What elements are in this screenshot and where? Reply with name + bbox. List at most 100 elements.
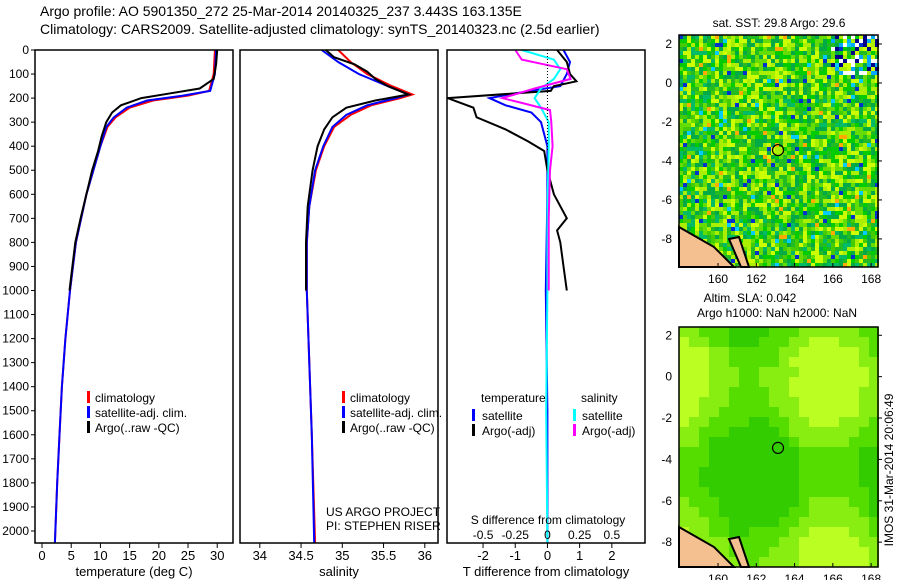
map-cell xyxy=(689,367,699,377)
map-cell xyxy=(731,51,735,55)
map-cell xyxy=(691,131,695,135)
map-cell xyxy=(759,407,769,417)
map-cell xyxy=(711,135,715,139)
map-cell xyxy=(827,143,831,147)
map-cell xyxy=(791,127,795,131)
map-cell xyxy=(755,111,759,115)
map-cell xyxy=(871,123,875,127)
map-cell xyxy=(787,235,791,239)
map-cell xyxy=(779,123,783,127)
map-cell xyxy=(859,119,863,123)
map-cell xyxy=(703,111,707,115)
map-cell xyxy=(815,67,819,71)
map-cell xyxy=(859,63,863,67)
map-cell xyxy=(791,223,795,227)
map-cell xyxy=(829,347,839,357)
map-cell xyxy=(851,135,855,139)
map-cell xyxy=(771,59,775,63)
map-cell xyxy=(859,357,869,367)
map-cell xyxy=(829,477,839,487)
map-cell xyxy=(707,147,711,151)
map-cell xyxy=(711,219,715,223)
map-cell xyxy=(751,175,755,179)
map-cell xyxy=(719,131,723,135)
map-cell xyxy=(789,467,799,477)
map-cell xyxy=(759,211,763,215)
map-cell xyxy=(747,87,751,91)
map-cell xyxy=(719,207,723,211)
map-cell xyxy=(859,71,863,75)
map-cell xyxy=(815,147,819,151)
map-cell xyxy=(791,171,795,175)
map-cell xyxy=(763,223,767,227)
map-cell xyxy=(839,55,843,59)
map-cell xyxy=(819,159,823,163)
map-cell xyxy=(767,143,771,147)
map-cell xyxy=(699,195,703,199)
map-cell xyxy=(771,247,775,251)
map-cell xyxy=(835,175,839,179)
map-cell xyxy=(775,167,779,171)
map-cell xyxy=(847,187,851,191)
map-cell xyxy=(851,159,855,163)
map-cell xyxy=(855,143,859,147)
map-cell xyxy=(683,191,687,195)
map-cell xyxy=(771,175,775,179)
map-cell xyxy=(683,223,687,227)
map-cell xyxy=(691,183,695,187)
map-cell xyxy=(795,87,799,91)
map-cell xyxy=(707,155,711,159)
map-cell xyxy=(767,243,771,247)
map-cell xyxy=(799,557,809,567)
map-cell xyxy=(839,347,849,357)
map-cell xyxy=(869,377,879,387)
map-cell xyxy=(723,203,727,207)
map-cell xyxy=(867,227,871,231)
map-cell xyxy=(871,143,875,147)
map-cell xyxy=(749,527,759,537)
map-cell xyxy=(707,55,711,59)
map-cell xyxy=(739,407,749,417)
map-cell xyxy=(731,195,735,199)
map-cell xyxy=(763,231,767,235)
map-cell xyxy=(829,327,839,337)
map-cell xyxy=(859,203,863,207)
map-cell xyxy=(819,417,829,427)
map-cell xyxy=(767,183,771,187)
map-cell xyxy=(795,127,799,131)
y-tick-label: 1500 xyxy=(2,404,29,418)
map-cell xyxy=(769,537,779,547)
map-cell xyxy=(839,67,843,71)
map-cell xyxy=(819,203,823,207)
map-cell xyxy=(819,163,823,167)
map-cell xyxy=(791,215,795,219)
map-cell xyxy=(851,119,855,123)
map-cell xyxy=(691,195,695,199)
map-cell xyxy=(687,195,691,199)
map-cell xyxy=(695,115,699,119)
map-cell xyxy=(679,387,689,397)
map-cell xyxy=(771,43,775,47)
map-cell xyxy=(711,155,715,159)
map-cell xyxy=(855,219,859,223)
map-cell xyxy=(695,227,699,231)
map-cell xyxy=(835,135,839,139)
map-cell xyxy=(859,199,863,203)
map-cell xyxy=(723,55,727,59)
map-cell xyxy=(839,115,843,119)
map-cell xyxy=(859,537,869,547)
map-cell xyxy=(835,91,839,95)
map-cell xyxy=(771,79,775,83)
map-cell xyxy=(811,179,815,183)
map-cell xyxy=(799,517,809,527)
map-cell xyxy=(855,135,859,139)
map-cell xyxy=(719,231,723,235)
map-cell xyxy=(783,151,787,155)
map-cell xyxy=(775,155,779,159)
map-cell xyxy=(723,171,727,175)
map-cell xyxy=(755,91,759,95)
map-cell xyxy=(775,175,779,179)
map-cell xyxy=(703,163,707,167)
map-cell xyxy=(875,227,879,231)
